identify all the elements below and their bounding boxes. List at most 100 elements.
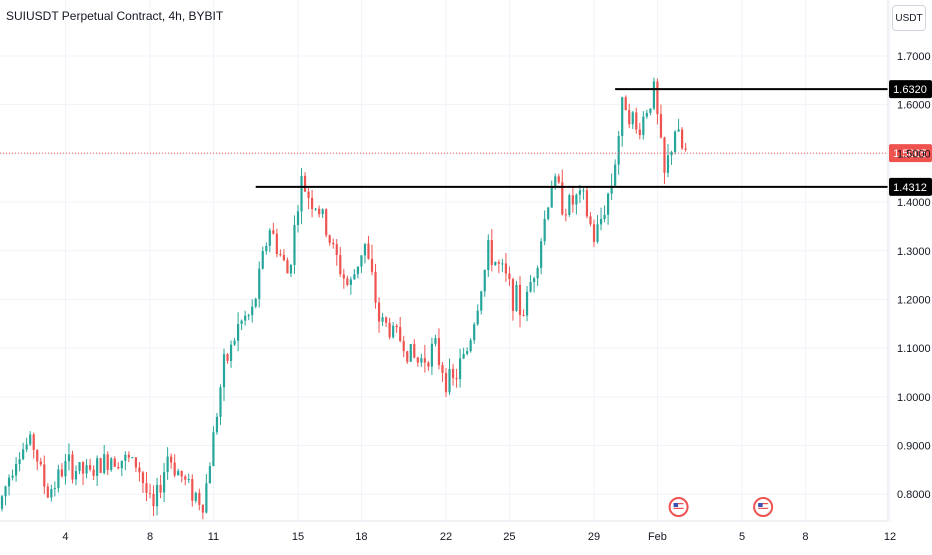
candle xyxy=(32,432,35,459)
candle xyxy=(416,356,419,367)
candle-body xyxy=(363,243,367,256)
candle-body xyxy=(592,224,596,242)
candle xyxy=(631,110,634,130)
candle-body xyxy=(198,492,201,505)
candle-body xyxy=(92,469,95,476)
candle-body xyxy=(427,362,430,367)
candle-body xyxy=(346,278,349,285)
candle xyxy=(511,277,515,321)
candle xyxy=(342,268,345,289)
candle-body xyxy=(229,344,233,361)
candle xyxy=(652,77,656,111)
candle xyxy=(360,255,363,273)
candle-body xyxy=(455,378,458,380)
candle xyxy=(162,462,166,503)
candle-body xyxy=(141,472,145,484)
candles-layer xyxy=(0,77,687,520)
candle-body xyxy=(568,195,571,215)
candle-body xyxy=(342,274,345,279)
axis-layer: 0.8000 0.9000 1.0000 1.1000 1.2000 1.3000 1.40… xyxy=(0,0,931,543)
candle-body xyxy=(293,225,296,266)
candle-body xyxy=(353,274,356,280)
candle-body xyxy=(518,284,522,315)
candle-body xyxy=(550,186,553,208)
candle-body xyxy=(222,354,226,388)
candle-body xyxy=(29,434,32,445)
us-flag-icon[interactable] xyxy=(753,497,774,517)
candle-body xyxy=(106,454,109,470)
candle xyxy=(201,504,204,520)
y-tick-label: 1.6000 xyxy=(897,100,931,112)
candle xyxy=(483,269,486,297)
candle xyxy=(564,208,567,222)
candle-body xyxy=(388,322,391,338)
candle-body xyxy=(677,129,680,132)
candle-body xyxy=(11,475,14,478)
candle xyxy=(117,462,120,470)
candle xyxy=(127,451,130,463)
candle xyxy=(113,456,116,467)
candle-body xyxy=(279,254,282,256)
candle-body xyxy=(367,243,370,259)
candle xyxy=(141,471,145,494)
candle-body xyxy=(64,461,67,477)
candle xyxy=(148,483,152,499)
candle xyxy=(236,312,240,352)
x-tick-label: 15 xyxy=(292,531,304,543)
candle-body xyxy=(554,176,557,187)
candle xyxy=(22,442,25,461)
candle-body xyxy=(557,176,560,183)
candle xyxy=(332,238,335,249)
candle xyxy=(614,159,617,188)
candle xyxy=(624,95,627,111)
candle-body xyxy=(525,291,529,316)
candle xyxy=(240,319,243,331)
y-tick-label: 0.8000 xyxy=(897,489,931,501)
candle-body xyxy=(480,291,483,311)
candle-body xyxy=(328,235,331,243)
candle-body xyxy=(645,112,648,117)
candle xyxy=(78,462,81,475)
us-flag-icon[interactable] xyxy=(668,497,689,517)
candle xyxy=(462,347,465,360)
candle-body xyxy=(103,454,106,473)
candle-body xyxy=(332,242,335,245)
candle xyxy=(677,119,680,132)
candle-body xyxy=(673,131,677,152)
candle xyxy=(318,205,321,218)
candle-body xyxy=(307,191,310,198)
chart-title-text: SUIUSDT Perpetual Contract, 4h, BYBIT xyxy=(6,9,224,23)
candle xyxy=(529,274,532,293)
candle-body xyxy=(282,254,286,261)
candle xyxy=(286,257,289,274)
candle xyxy=(152,485,155,516)
x-tick-label: 18 xyxy=(355,531,367,543)
candle xyxy=(4,485,7,506)
candle xyxy=(57,464,60,493)
candle xyxy=(11,469,14,481)
candle xyxy=(388,317,391,340)
currency-selector-button[interactable]: USDT xyxy=(892,5,926,31)
markers-layer[interactable] xyxy=(668,497,774,517)
candle-body xyxy=(585,190,589,217)
x-tick-label: 4 xyxy=(62,531,68,543)
candle xyxy=(399,316,402,343)
candle-body xyxy=(325,209,328,236)
grid-layer xyxy=(0,0,891,521)
candle-body xyxy=(437,338,441,366)
candle-body xyxy=(434,338,437,344)
candle-body xyxy=(212,432,215,467)
candle-body xyxy=(166,456,169,473)
candle xyxy=(575,193,578,215)
candle-body xyxy=(233,340,236,345)
candle xyxy=(233,338,236,346)
candle-body xyxy=(561,182,564,215)
candle-body xyxy=(392,325,395,338)
candle xyxy=(466,347,469,356)
candle xyxy=(680,127,684,150)
candle-body xyxy=(413,344,416,358)
candle-body xyxy=(194,492,197,501)
candle xyxy=(36,449,39,471)
